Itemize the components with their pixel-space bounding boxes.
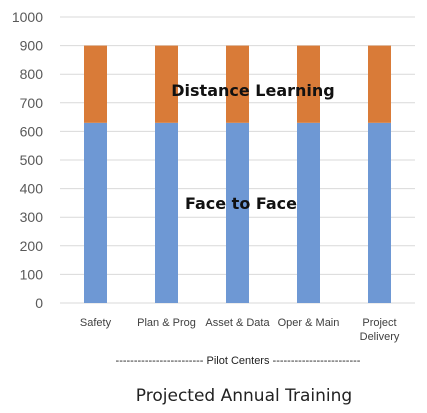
bar-segment (84, 45, 107, 123)
y-tick-label: 600 (20, 123, 44, 139)
x-axis-categories: Safety Plan & Prog Asset & Data Oper & Main… (80, 317, 400, 343)
y-tick-label: 0 (35, 295, 43, 311)
y-tick-label: 800 (20, 66, 44, 82)
x-category-label: Project (362, 317, 396, 329)
x-axis-label: ------------------------ Pilot Centers -… (116, 355, 361, 367)
y-axis-ticks: 0 100 200 300 400 500 600 700 800 900 1000 (12, 9, 43, 311)
bar-segment (368, 122, 391, 303)
annotation-face-to-face: Face to Face (185, 194, 297, 213)
bar-segment (155, 122, 178, 303)
x-category-label: Asset & Data (205, 317, 270, 329)
bar-segment (226, 122, 249, 303)
chart-title: Projected Annual Training (136, 386, 352, 406)
y-tick-label: 900 (20, 38, 44, 54)
y-tick-label: 500 (20, 152, 44, 168)
x-category-label: Plan & Prog (137, 317, 196, 329)
y-tick-label: 100 (20, 266, 44, 282)
bar-segment (297, 122, 320, 303)
bar-segment (84, 122, 107, 303)
bars (84, 45, 391, 303)
y-tick-label: 700 (20, 95, 44, 111)
bar-segment (155, 45, 178, 123)
y-tick-label: 1000 (12, 9, 43, 25)
bar-segment (368, 45, 391, 123)
bar-segment (226, 45, 249, 123)
x-category-label: Delivery (360, 331, 400, 343)
y-tick-label: 300 (20, 209, 44, 225)
bar-segment (297, 45, 320, 123)
annotation-distance-learning: Distance Learning (171, 81, 334, 100)
y-tick-label: 200 (20, 238, 44, 254)
x-category-label: Safety (80, 317, 112, 329)
y-tick-label: 400 (20, 181, 44, 197)
x-category-label: Oper & Main (278, 317, 340, 329)
